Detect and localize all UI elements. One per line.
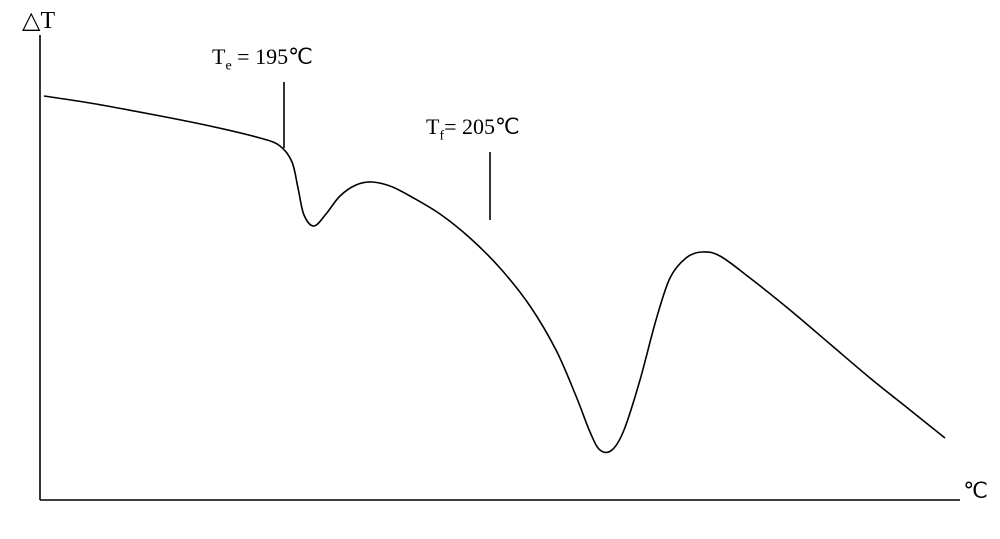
annotation-te: Te = 195℃ <box>212 44 313 74</box>
y-axis-label: △T <box>22 6 55 35</box>
annotation-te-var: T <box>212 44 225 69</box>
x-axis-label: ℃ <box>963 478 988 504</box>
annotation-te-value: 195 <box>255 44 288 69</box>
annotation-te-unit: ℃ <box>288 44 313 69</box>
annotation-tf-var: T <box>426 114 439 139</box>
annotation-tf-unit: ℃ <box>495 114 520 139</box>
annotation-tf-sub: f <box>439 128 444 143</box>
annotation-te-sub: e <box>225 58 231 73</box>
chart-svg <box>0 0 1000 539</box>
dsc-curve <box>44 96 945 452</box>
annotation-tf: Tf= 205℃ <box>426 114 520 144</box>
dsc-chart: △T ℃ Te = 195℃ Tf= 205℃ <box>0 0 1000 539</box>
annotation-tf-value: 205 <box>462 114 495 139</box>
